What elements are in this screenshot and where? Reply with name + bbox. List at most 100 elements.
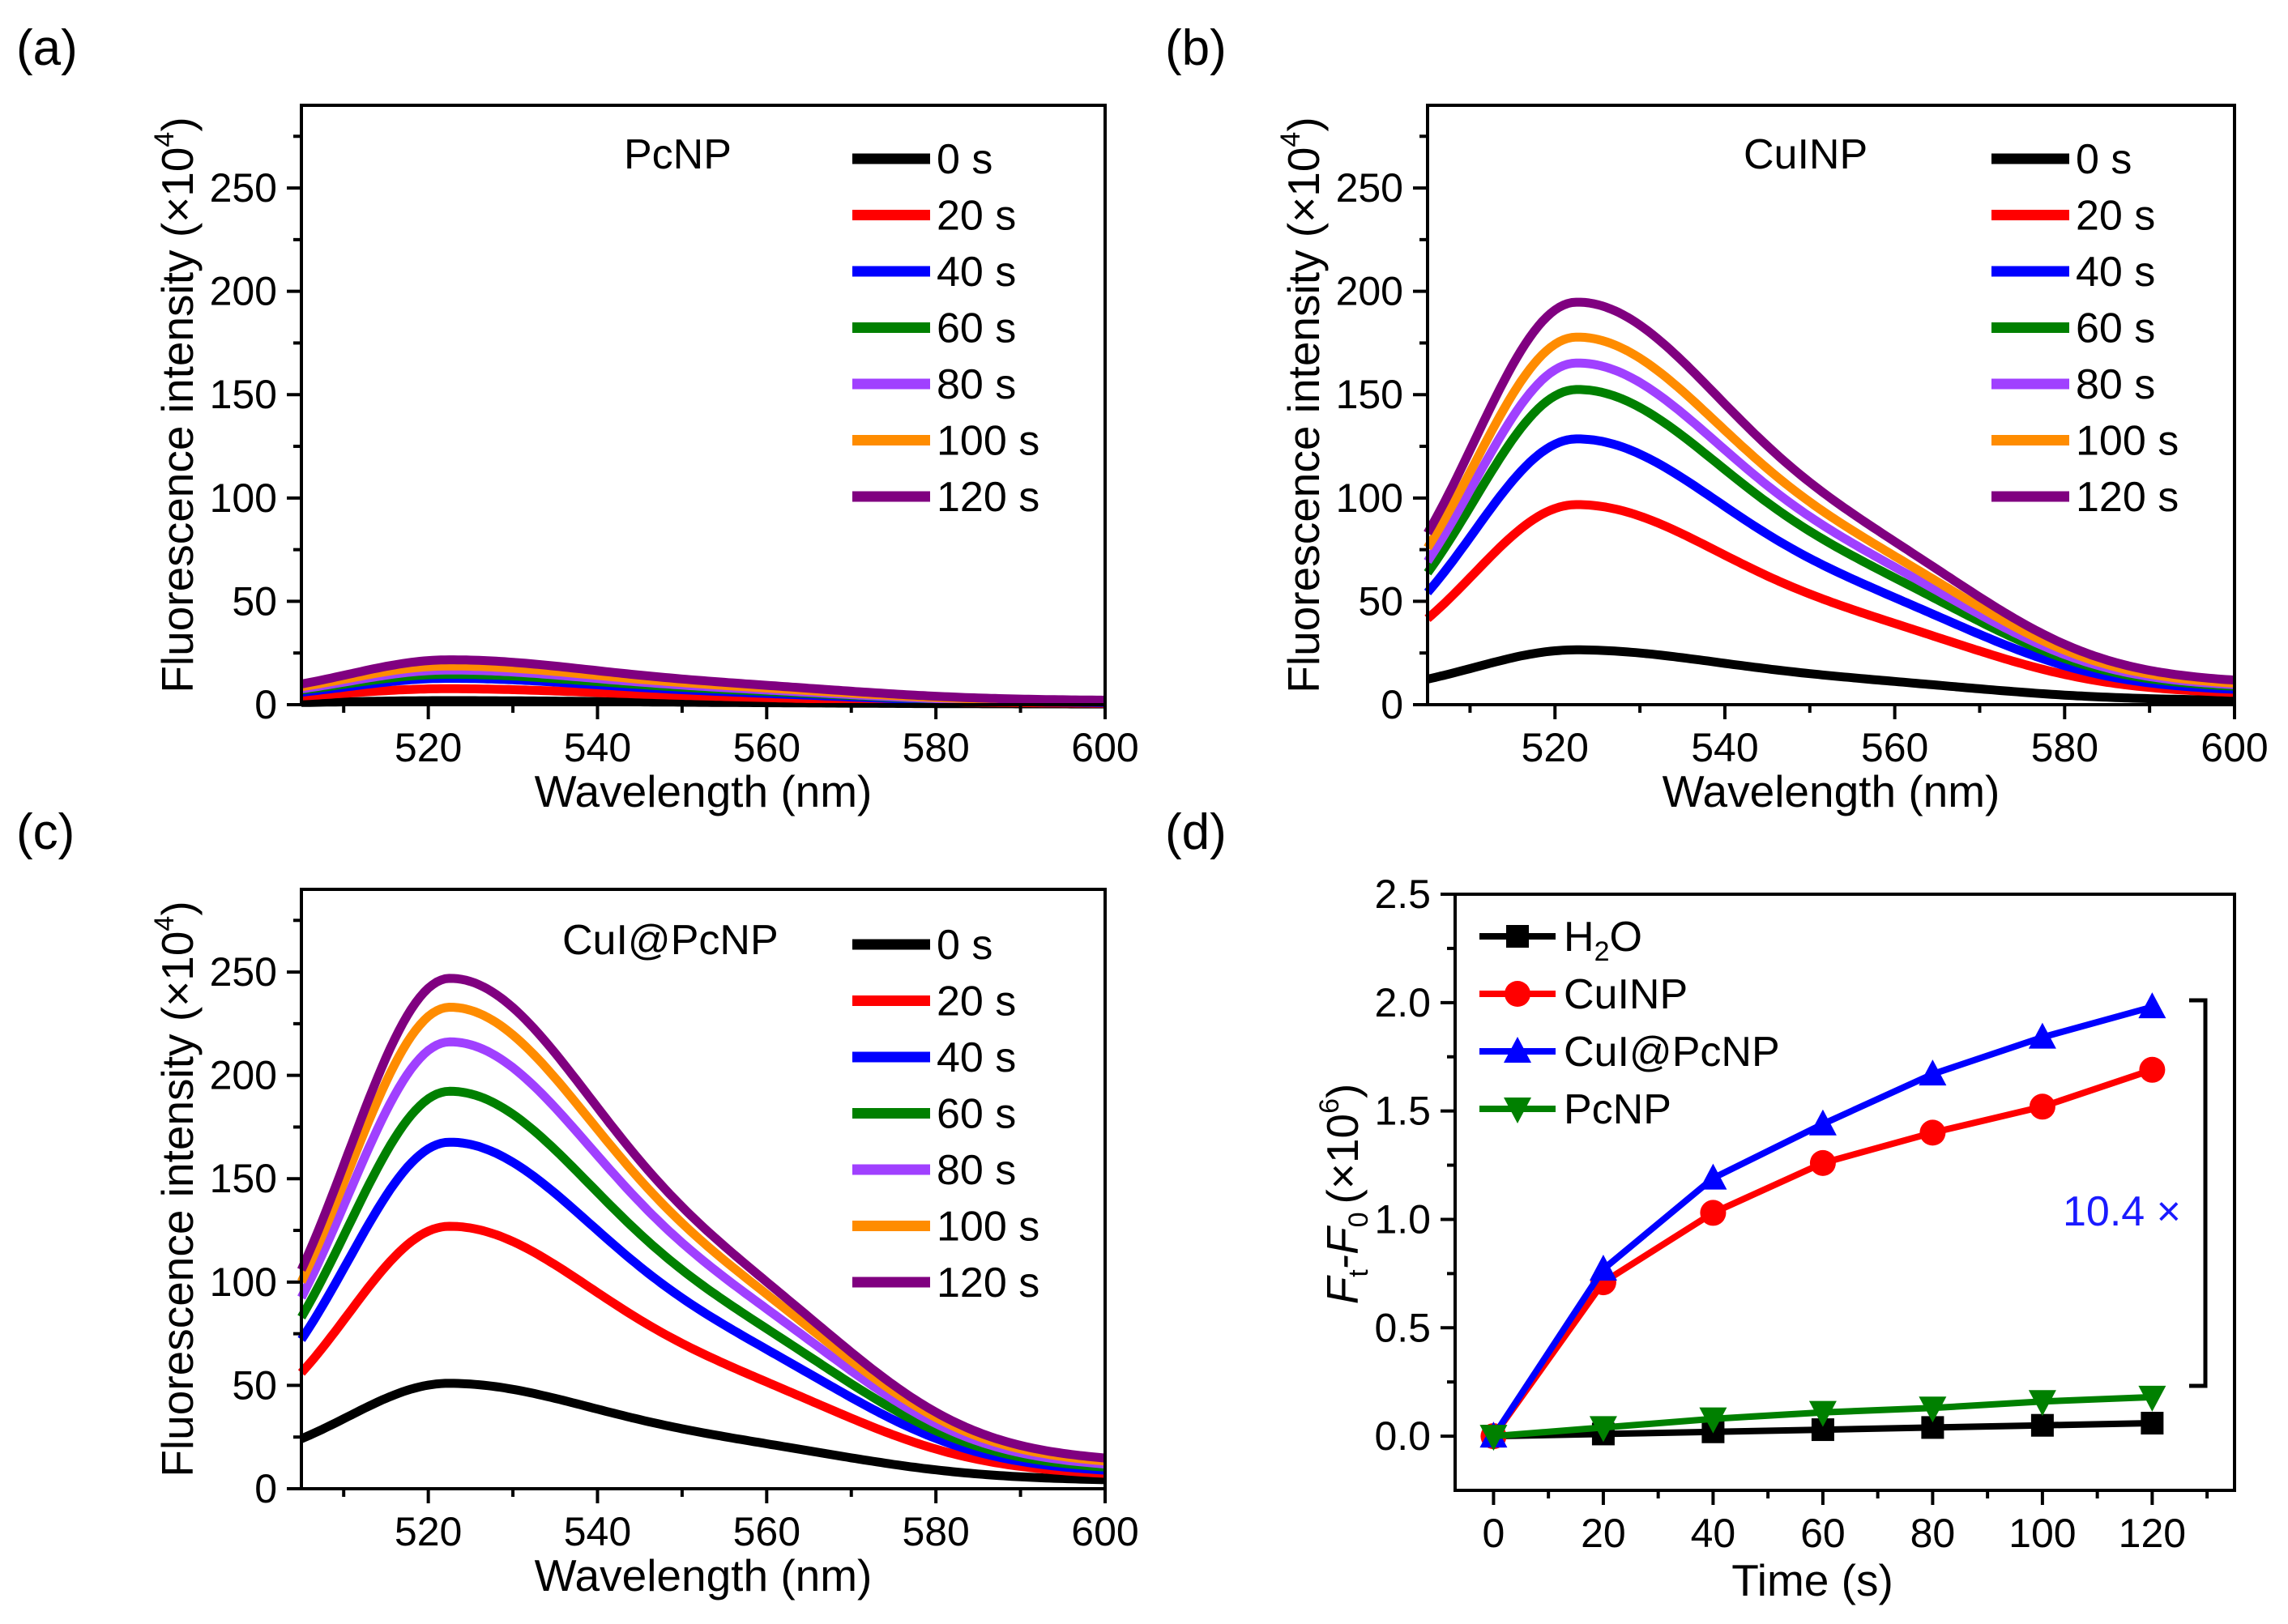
panel-c-y-title-end: ) xyxy=(152,901,203,915)
y-tick-label: 1.5 xyxy=(1374,1089,1431,1134)
panel-b-y-ticks: 0 50 100 150 200 250 xyxy=(1336,134,1428,727)
data-point-PcNP xyxy=(1919,1396,1947,1423)
curve-c-80s xyxy=(297,1037,1106,1468)
panel-c-y-axis-title: Fluorescence intensity (×104) xyxy=(149,901,203,1477)
panel-d-y-title-end: ) xyxy=(1317,1084,1368,1098)
legend-label-20s: 20 s xyxy=(2076,193,2155,240)
data-point-CuINP xyxy=(2139,1056,2166,1083)
data-point-CuI@PcNP xyxy=(1808,1109,1837,1136)
panel-letter-d: (d) xyxy=(1165,804,1227,860)
y-tick-label: 200 xyxy=(1336,269,1403,314)
y-tick-label: 50 xyxy=(232,578,277,624)
panel-c-x-ticks: 520 540 560 580 600 xyxy=(342,1489,1139,1554)
panel-a-x-axis-title: Wavelength (nm) xyxy=(535,766,873,816)
y-tick-label: 250 xyxy=(210,949,277,995)
panel-d-y-title-f1: F xyxy=(1317,1274,1368,1304)
data-point-CuI@PcNP xyxy=(2138,992,2166,1019)
legend-label-0s: 0 s xyxy=(937,136,992,183)
legend-label-PcNP: PcNP xyxy=(1564,1086,1671,1133)
panel-b-inset-label: CuINP xyxy=(1744,131,1868,178)
y-tick-label: 0.5 xyxy=(1374,1305,1431,1350)
x-tick-label: 540 xyxy=(564,1509,631,1554)
x-tick-label: 580 xyxy=(902,725,969,770)
panel-a-curves xyxy=(300,655,1106,709)
curve-c-20s xyxy=(297,1221,1106,1478)
legend-label-120s: 120 s xyxy=(937,474,1039,521)
panel-d-y-title-sub2: 0 xyxy=(1343,1212,1374,1227)
data-point-CuI@PcNP xyxy=(1699,1163,1727,1190)
legend-label-100s: 100 s xyxy=(2076,418,2179,465)
curve-b-100s xyxy=(1424,332,2235,688)
legend-label-H2O: H2O xyxy=(1564,914,1642,967)
panel-a-inset-label: PcNP xyxy=(624,131,732,178)
legend-h2o-main: H xyxy=(1564,914,1594,961)
curve-c-0s xyxy=(299,1379,1106,1485)
panel-d-x-axis-title: Time (s) xyxy=(1731,1555,1893,1605)
legend-label-120s: 120 s xyxy=(2076,474,2179,521)
panel-letter-a: (a) xyxy=(16,20,78,76)
x-tick-label: 540 xyxy=(564,725,631,770)
data-point-PcNP xyxy=(1699,1407,1727,1434)
y-tick-label: 100 xyxy=(1336,475,1403,521)
x-tick-label: 0 xyxy=(1483,1511,1505,1556)
panel-c-legend: 0 s 20 s 40 s 60 s 80 s 100 s 120 s xyxy=(852,922,1039,1306)
legend-label-120s: 120 s xyxy=(937,1260,1039,1306)
panel-d-y-ticks: 0.0 0.5 1.0 1.5 2.0 2.5 xyxy=(1374,872,1455,1459)
y-tick-label: 150 xyxy=(1336,372,1403,417)
panel-b-y-axis-title: Fluorescence intensity (×104) xyxy=(1275,117,1329,693)
panel-b-y-title-end: ) xyxy=(1278,117,1329,131)
curve-b-0s xyxy=(1426,645,2235,705)
legend-marker-CuI@PcNP xyxy=(1504,1037,1531,1063)
panel-d-chart: 0 20 40 60 80 100 120 0.00.51.01.52.02.5 H2OCu… xyxy=(1314,872,2236,1605)
panel-c-chart: 520 540 560 580 600 0 50 100 150 200 250 CuI@PcNP… xyxy=(149,888,1139,1601)
x-tick-label: 120 xyxy=(2119,1511,2186,1556)
panel-letter-c: (c) xyxy=(16,804,75,860)
panel-a-y-axis-title: Fluorescence intensity (×104) xyxy=(149,117,203,693)
panel-c-y-title-main: Fluorescence intensity (×10 xyxy=(152,931,203,1477)
fold-change-bracket xyxy=(2189,998,2208,1388)
x-tick-label: 560 xyxy=(733,1509,800,1554)
y-tick-label: 2.5 xyxy=(1374,872,1431,917)
panel-b-plot-frame xyxy=(1426,104,2236,706)
data-point-CuINP xyxy=(1700,1200,1727,1226)
legend-label-40s: 40 s xyxy=(937,249,1016,296)
y-tick-label: 0 xyxy=(254,682,277,727)
panel-b-x-ticks: 520 540 560 580 600 xyxy=(1468,705,2269,770)
legend-label-40s: 40 s xyxy=(2076,249,2155,296)
data-point-H2O xyxy=(2030,1413,2054,1437)
legend-label-80s: 80 s xyxy=(937,1147,1016,1194)
x-tick-label: 100 xyxy=(2008,1511,2076,1556)
x-tick-label: 520 xyxy=(1522,725,1589,770)
data-point-CuI@PcNP xyxy=(2028,1022,2056,1049)
data-point-CuINP xyxy=(1919,1119,1946,1146)
legend-marker-H2O xyxy=(1506,925,1529,948)
fold-change-label: 10.4 × xyxy=(2063,1188,2181,1235)
x-tick-label: 20 xyxy=(1581,1511,1626,1556)
panel-b-legend: 0 s 20 s 40 s 60 s 80 s 100 s 120 s xyxy=(1991,136,2179,521)
data-point-CuI@PcNP xyxy=(1919,1059,1947,1086)
y-tick-label: 1.0 xyxy=(1374,1196,1431,1242)
data-point-PcNP xyxy=(1479,1425,1508,1451)
panel-c-plot-frame xyxy=(300,888,1107,1490)
legend-label-CuINP: CuINP xyxy=(1564,971,1688,1018)
y-tick-label: 150 xyxy=(210,1156,277,1201)
panel-b-x-axis-title: Wavelength (nm) xyxy=(1663,766,2000,816)
panel-c-x-axis-title: Wavelength (nm) xyxy=(535,1550,873,1601)
data-point-CuINP xyxy=(2029,1093,2055,1120)
panel-d-y-axis-title: Ft-F0 (×106) xyxy=(1314,1084,1374,1305)
x-tick-label: 540 xyxy=(1691,725,1758,770)
panel-b-chart: 520 540 560 580 600 0 50 100 150 200 250 CuINP 0 … xyxy=(1275,104,2269,816)
panel-a-legend: 0 s 20 s 40 s 60 s 80 s 100 s 120 s xyxy=(852,136,1039,521)
panel-a-plot-frame xyxy=(300,104,1107,706)
legend-label-0s: 0 s xyxy=(2076,136,2132,183)
curve-a-120s xyxy=(300,655,1106,705)
panel-a-x-ticks: 520 540 560 580 600 xyxy=(342,705,1139,770)
legend-label-60s: 60 s xyxy=(937,1091,1016,1138)
panel-d-y-title-f2: -F xyxy=(1317,1225,1368,1269)
x-tick-label: 600 xyxy=(1071,1509,1138,1554)
legend-label-20s: 20 s xyxy=(937,978,1016,1025)
y-tick-label: 50 xyxy=(232,1362,277,1408)
legend-h2o-sub: 2 xyxy=(1594,936,1610,967)
x-tick-label: 580 xyxy=(2031,725,2098,770)
